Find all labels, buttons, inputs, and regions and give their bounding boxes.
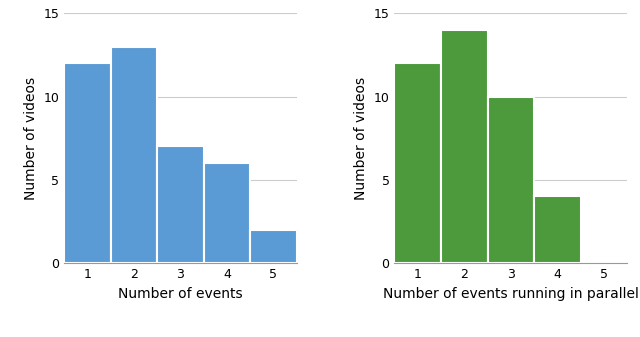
X-axis label: Number of events: Number of events (118, 287, 243, 301)
Y-axis label: Number of videos: Number of videos (354, 76, 368, 200)
Bar (250, 229, 297, 263)
Bar (488, 97, 534, 263)
Bar (204, 163, 250, 263)
Bar (394, 63, 441, 263)
Bar (534, 196, 580, 263)
Y-axis label: Number of videos: Number of videos (24, 76, 38, 200)
X-axis label: Number of events running in parallel: Number of events running in parallel (383, 287, 639, 301)
Bar (157, 147, 204, 263)
Bar (111, 47, 157, 263)
Bar (441, 30, 488, 263)
Bar (64, 63, 111, 263)
